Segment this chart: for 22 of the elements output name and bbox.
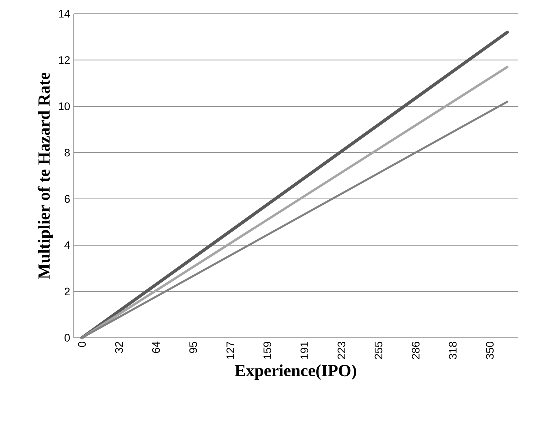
x-tick-label: 95 — [190, 342, 198, 354]
x-tick-label: 191 — [300, 342, 309, 359]
y-tick-label: 8 — [64, 148, 70, 157]
x-tick-label: 127 — [226, 342, 234, 359]
x-tick-label: 318 — [449, 342, 457, 360]
y-tick-label: 10 — [59, 102, 70, 110]
y-tick-label: 2 — [64, 288, 70, 296]
x-axis-title: Experience(IPO) — [235, 364, 356, 380]
x-tick-label: 255 — [374, 342, 383, 360]
x-tick-label: 64 — [152, 342, 160, 354]
y-tick-label: 6 — [64, 195, 70, 204]
y-tick-label: 14 — [59, 10, 70, 18]
x-tick-label: 159 — [264, 342, 272, 359]
x-tick-label: 286 — [412, 342, 420, 360]
x-tick-label: 223 — [338, 342, 346, 360]
y-tick-label: 12 — [59, 56, 70, 64]
y-tick-label: 4 — [64, 242, 70, 250]
x-tick-label: 32 — [115, 342, 124, 354]
y-axis-title: Multiplier of te Hazard Rate — [38, 72, 54, 280]
y-tick-label: 0 — [64, 334, 70, 342]
x-tick-label: 350 — [486, 342, 494, 360]
x-tick-label: 0 — [78, 342, 86, 348]
